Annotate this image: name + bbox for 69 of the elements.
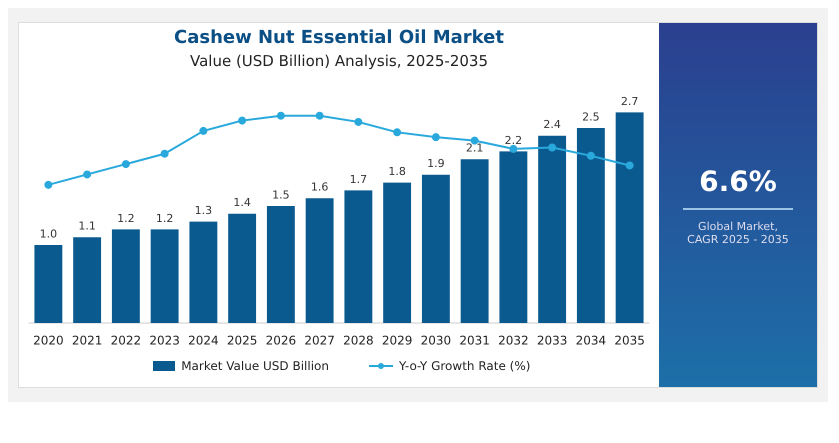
chart-title: Cashew Nut Essential Oil Market <box>173 27 505 48</box>
text: Global Market, CAGR 2025 - 2035 <box>686 220 790 246</box>
x-tick-label: 2033 <box>536 333 568 348</box>
chart-subtitle: Value (USD Billion) Analysis, 2025-2035 <box>189 52 489 70</box>
data-label: 1.1 <box>78 220 96 233</box>
bar <box>73 237 102 323</box>
data-label: 1.6 <box>310 180 328 194</box>
x-tick-label: 2026 <box>266 333 296 348</box>
bar <box>460 159 489 323</box>
bar <box>150 229 179 323</box>
point <box>626 161 634 170</box>
x-tick-label: 2034 <box>576 333 606 348</box>
text: 6.6% <box>699 164 777 198</box>
data-label: 1.8 <box>388 164 406 178</box>
data-label: 1.0 <box>40 227 58 240</box>
data-label: 1.9 <box>427 157 445 170</box>
x-tick-label: 2028 <box>343 333 374 348</box>
bar <box>112 229 140 323</box>
x-tick-label: 2035 <box>614 333 645 348</box>
x-tick-label: 2029 <box>382 333 412 348</box>
legend-label: Y-o-Y Growth Rate (%) <box>399 359 530 373</box>
bar <box>538 136 566 323</box>
point <box>199 126 208 135</box>
point <box>238 116 246 125</box>
x-tick-label: 2022 <box>110 333 142 348</box>
data-label: 1.2 <box>156 212 174 225</box>
point <box>160 150 169 158</box>
bar <box>228 214 256 323</box>
point <box>509 144 518 153</box>
point <box>83 170 92 178</box>
bar <box>344 190 372 323</box>
point <box>316 112 324 120</box>
x-tick-label: 2021 <box>72 333 102 348</box>
data-label: 2.7 <box>620 94 638 108</box>
point <box>122 160 130 168</box>
data-label: 1.5 <box>272 188 290 202</box>
point <box>586 152 595 160</box>
bar <box>499 151 528 323</box>
point <box>276 112 285 120</box>
bar <box>189 222 218 323</box>
data-label: 1.4 <box>233 196 251 210</box>
bar <box>306 198 334 323</box>
point <box>548 144 556 152</box>
data-label: 1.3 <box>194 204 212 217</box>
bar <box>616 112 644 323</box>
x-tick-label: 2030 <box>420 333 452 348</box>
legend-label: Market Value USD Billion <box>181 359 329 373</box>
bar <box>576 128 605 323</box>
data-label: 2.4 <box>543 118 561 132</box>
point <box>354 118 362 126</box>
x-tick-label: 2020 <box>33 333 64 348</box>
x-tick-label: 2023 <box>149 333 180 348</box>
point <box>432 133 440 142</box>
point <box>393 128 402 136</box>
data-label: 2.2 <box>504 134 522 147</box>
point <box>44 180 52 189</box>
data-label: 1.2 <box>117 212 135 225</box>
data-label: 1.7 <box>350 172 368 186</box>
x-tick-label: 2025 <box>226 333 258 348</box>
bar <box>34 245 62 323</box>
x-tick-label: 2024 <box>188 333 219 348</box>
bar <box>266 206 295 323</box>
data-label: 2.1 <box>466 142 484 155</box>
data-label: 2.5 <box>582 110 600 124</box>
x-tick-label: 2027 <box>304 333 335 348</box>
bar <box>383 182 412 323</box>
x-tick-label: 2032 <box>498 333 529 348</box>
x-tick-label: 2031 <box>459 333 490 348</box>
bar <box>422 174 450 323</box>
